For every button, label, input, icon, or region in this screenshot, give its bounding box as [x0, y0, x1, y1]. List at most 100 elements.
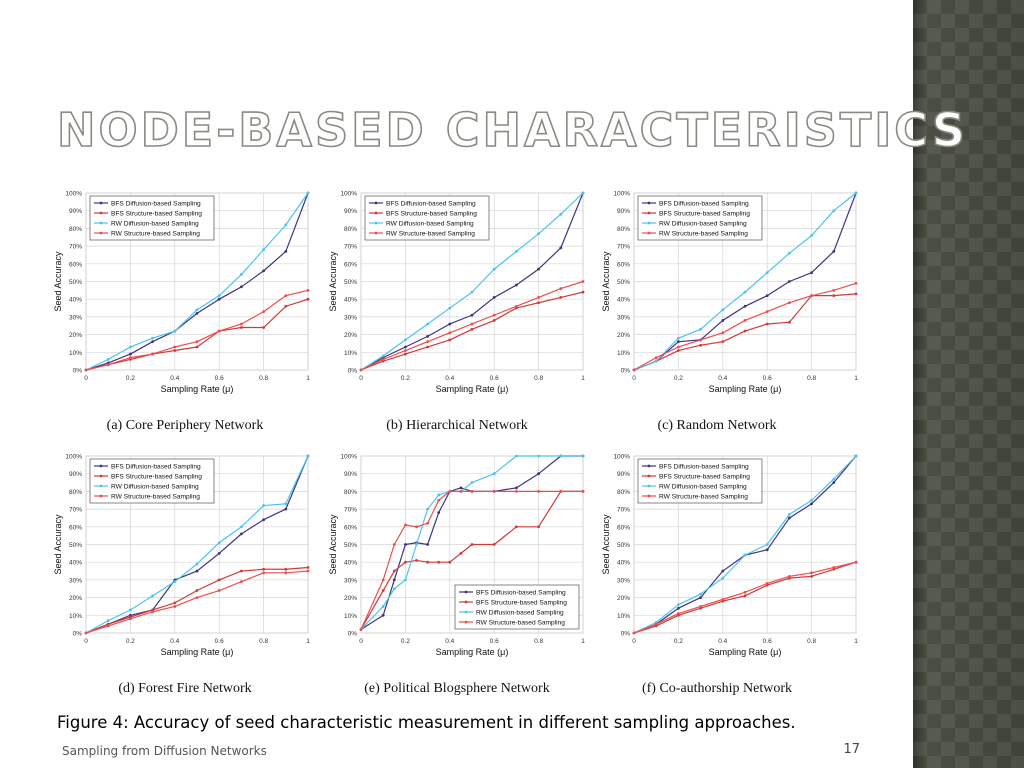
y-tick-label: 40% [344, 560, 357, 567]
data-point [832, 209, 836, 213]
legend-marker [99, 231, 103, 235]
x-tick-label: 0.8 [807, 638, 816, 645]
chart-panel-b: 0% 10% 20% 30% 40% 50% 60% 70% 80% 90% 100% 0 0.2 0.4… [325, 185, 593, 397]
x-tick-label: 0.6 [490, 638, 499, 645]
y-tick-label: 70% [344, 507, 357, 514]
data-point [381, 613, 385, 617]
data-point [537, 472, 540, 476]
legend: BFS Diffusion-based Sampling BFS Structur… [364, 195, 490, 241]
data-point [721, 576, 725, 580]
data-point [173, 580, 177, 584]
data-point [721, 319, 725, 322]
y-tick-label: 0% [621, 631, 631, 638]
data-point [262, 571, 265, 575]
data-point [765, 322, 769, 326]
chart-caption-c: (c) Random Network [657, 418, 777, 433]
data-point [448, 322, 452, 326]
data-point [284, 304, 288, 308]
data-point [306, 191, 310, 195]
x-tick-label: 0.2 [674, 375, 683, 382]
y-tick-label: 10% [344, 613, 357, 620]
y-axis-label: Seed Accuracy [328, 251, 338, 312]
y-tick-label: 40% [69, 560, 82, 567]
data-point [677, 349, 680, 352]
x-tick-label: 0 [84, 375, 88, 382]
chart-forest-fire: 0% 10% 20% 30% 40% 50% 60% 70% 80% 90% 100% 0 0.2 0.4… [53, 454, 310, 658]
y-tick-label: 20% [69, 595, 82, 602]
data-point [699, 596, 702, 599]
x-tick-label: 0.8 [259, 638, 268, 645]
y-tick-label: 100% [613, 454, 630, 461]
x-axis-label: Sampling Rate (μ) [161, 384, 234, 394]
data-point [448, 560, 452, 564]
x-tick-label: 1 [581, 638, 585, 645]
legend-label: BFS Structure-based Sampling [659, 473, 750, 480]
legend-marker [374, 211, 378, 215]
y-axis-label: Seed Accuracy [53, 514, 63, 575]
legend-box [637, 195, 763, 241]
y-tick-label: 100% [613, 191, 630, 198]
legend-label: RW Diffusion-based Sampling [111, 220, 199, 227]
data-point [854, 454, 858, 458]
x-tick-label: 1 [306, 375, 310, 382]
data-point [392, 569, 396, 573]
legend: BFS Diffusion-based Sampling BFS Structur… [454, 584, 580, 630]
chart-caption-d: (d) Forest Fire Network [118, 681, 252, 696]
data-point [581, 490, 585, 493]
page-number: 17 [843, 742, 860, 757]
data-point [106, 624, 110, 628]
figure-caption: Figure 4: Accuracy of seed characteristi… [57, 713, 796, 732]
legend: BFS Diffusion-based Sampling BFS Structur… [89, 195, 215, 241]
data-point [415, 525, 418, 529]
y-tick-label: 50% [617, 542, 630, 549]
data-point [240, 580, 243, 584]
y-tick-label: 90% [344, 208, 357, 215]
data-point [217, 294, 221, 298]
x-tick-label: 0.8 [534, 375, 543, 382]
data-point [151, 610, 154, 614]
data-point [240, 569, 243, 573]
data-point [426, 345, 429, 349]
data-point [173, 345, 177, 349]
legend-label: RW Diffusion-based Sampling [386, 220, 474, 227]
data-point [632, 631, 636, 635]
legend-marker [464, 600, 468, 604]
data-point [537, 267, 540, 271]
data-point [106, 357, 110, 361]
legend-box [364, 195, 490, 241]
y-tick-label: 70% [617, 507, 630, 514]
y-tick-label: 30% [617, 314, 630, 321]
data-point [217, 541, 221, 545]
data-point [699, 592, 702, 596]
decorative-side-strip [913, 0, 1024, 768]
y-tick-label: 20% [617, 332, 630, 339]
data-point [459, 486, 463, 490]
data-point [470, 481, 474, 484]
x-tick-label: 0.8 [807, 375, 816, 382]
y-tick-label: 40% [617, 560, 630, 567]
data-point [470, 543, 474, 546]
legend-label: BFS Diffusion-based Sampling [476, 589, 566, 596]
y-tick-label: 40% [69, 297, 82, 304]
legend: BFS Diffusion-based Sampling BFS Structur… [637, 458, 763, 504]
y-tick-label: 0% [348, 631, 358, 638]
x-tick-label: 0 [632, 638, 636, 645]
data-point [743, 553, 747, 557]
data-point [537, 490, 540, 493]
data-point [262, 310, 265, 313]
data-point [129, 356, 132, 360]
data-point [262, 567, 265, 571]
data-point [195, 562, 199, 566]
y-tick-label: 30% [69, 314, 82, 321]
data-point [832, 288, 836, 292]
y-tick-label: 80% [69, 489, 82, 496]
legend-marker [374, 201, 378, 205]
data-point [262, 326, 265, 329]
data-point [470, 290, 474, 294]
data-point [559, 212, 563, 216]
data-point [448, 490, 452, 493]
y-tick-label: 60% [69, 524, 82, 531]
data-point [743, 290, 747, 294]
data-point [515, 454, 518, 458]
data-point [129, 352, 132, 356]
